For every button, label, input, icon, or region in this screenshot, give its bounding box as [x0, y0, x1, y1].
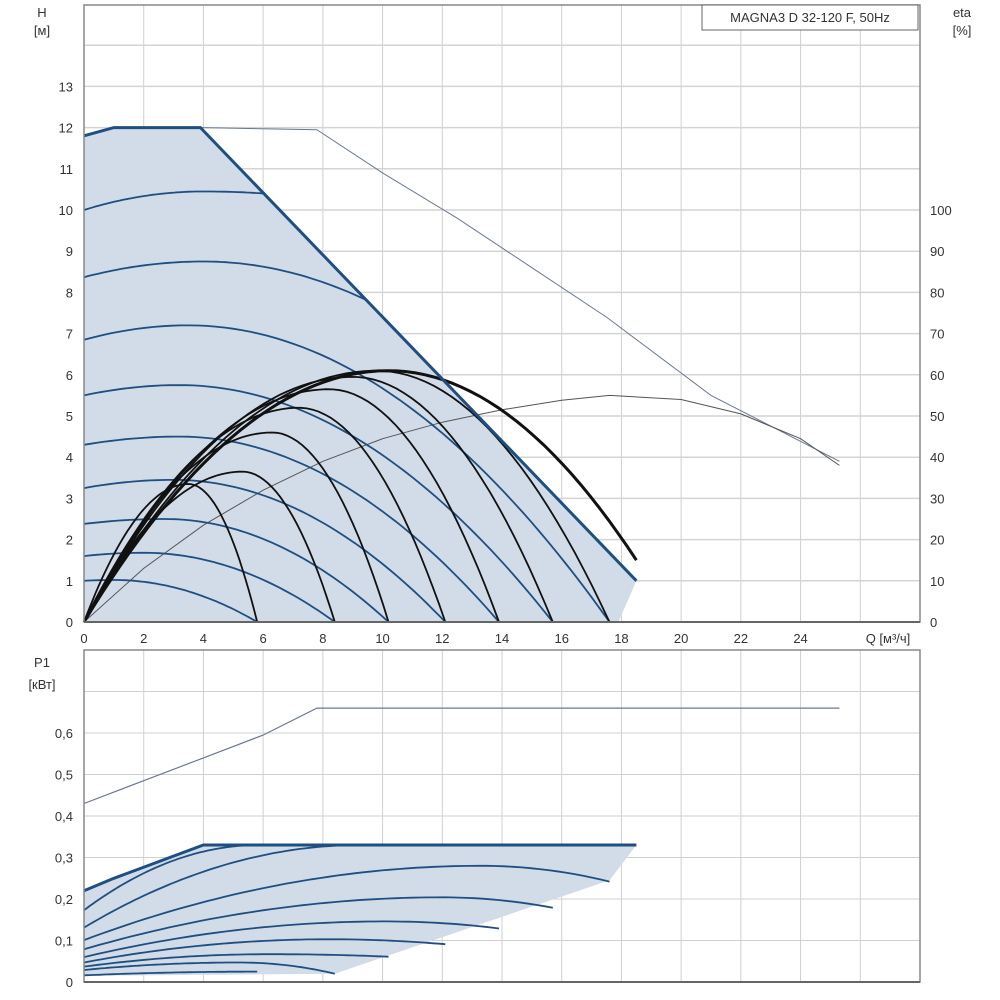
x-tick-label: 6 [260, 631, 267, 646]
y-tick-label: 6 [66, 368, 73, 383]
power-curve [83, 938, 446, 964]
head-curve [83, 190, 265, 211]
y2-tick-label: 90 [930, 244, 944, 259]
power-y-tick-label: 0,6 [55, 726, 73, 741]
y-tick-label: 13 [59, 79, 73, 94]
head-curve [83, 260, 368, 302]
head-chart-ticks: 0 2 4 6 8 10 12 14 16 18 20 22 240123456789101112130… [59, 79, 952, 646]
max-head-extended-curve [200, 127, 840, 462]
y2-axis-label: eta [953, 5, 972, 20]
x-tick-label: 0 [80, 631, 87, 646]
y-tick-label: 4 [66, 450, 73, 465]
y-tick-label: 3 [66, 491, 73, 506]
power-y-tick-label: 0,3 [55, 851, 73, 866]
x-tick-label: 16 [554, 631, 568, 646]
x-tick-label: 14 [495, 631, 509, 646]
power-curve [83, 961, 336, 975]
x-tick-label: 22 [734, 631, 748, 646]
head-curve [83, 478, 446, 623]
head-chart-marks [82, 126, 840, 623]
eta-curve [82, 369, 638, 623]
y2-tick-label: 50 [930, 409, 944, 424]
eta-curve [83, 369, 611, 623]
power-curve [83, 844, 361, 929]
y-axis-unit: [м] [34, 23, 50, 38]
x-tick-label: 10 [375, 631, 389, 646]
power-y-tick-label: 0 [66, 975, 73, 990]
head-curve [83, 579, 258, 623]
power-y-tick-label: 0,5 [55, 768, 73, 783]
y2-tick-label: 40 [930, 450, 944, 465]
max-head-curve [83, 126, 638, 582]
power-curve [83, 920, 500, 958]
y-tick-label: 11 [60, 162, 74, 177]
y-tick-label: 2 [66, 533, 73, 548]
y-tick-label: 9 [66, 244, 73, 259]
y2-tick-label: 0 [930, 615, 937, 630]
power-curve [83, 970, 258, 977]
power-curve [83, 953, 389, 968]
x-tick-label: 4 [200, 631, 207, 646]
y-axis-label: H [37, 5, 46, 20]
y-tick-label: 7 [66, 327, 73, 342]
y2-tick-label: 80 [930, 285, 944, 300]
x-tick-label: 8 [319, 631, 326, 646]
power-chart-ticks: 0 0,1 0,2 0,3 0,4 0,5 0,6 [55, 726, 73, 990]
y-tick-label: 12 [59, 121, 73, 136]
y2-tick-label: 70 [930, 327, 944, 342]
y2-tick-label: 60 [930, 368, 944, 383]
max-power-curve [83, 707, 840, 805]
y-tick-label: 5 [66, 409, 73, 424]
y-tick-label: 8 [66, 285, 73, 300]
x-tick-label: 12 [435, 631, 449, 646]
power-y-tick-label: 0,4 [55, 809, 73, 824]
power-curve [83, 844, 259, 911]
power-curve [83, 864, 610, 941]
chart-title: MAGNA3 D 32-120 F, 50Hz [730, 10, 890, 25]
x-tick-label: 24 [793, 631, 807, 646]
y2-axis-unit: [%] [953, 23, 972, 38]
head-curve [83, 435, 500, 623]
power-y-tick-label: 0,1 [55, 934, 73, 949]
y-tick-label: 10 [59, 203, 73, 218]
max-power-limit-curve [83, 843, 637, 893]
y2-tick-label: 100 [930, 203, 952, 218]
x-axis-label: Q [м³/ч] [866, 631, 911, 646]
head-curve [83, 324, 611, 623]
power-chart-marks [83, 707, 840, 977]
x-tick-label: 18 [614, 631, 628, 646]
power-y-axis-label: P1 [34, 655, 50, 670]
power-curve [83, 896, 553, 951]
y2-tick-label: 30 [930, 491, 944, 506]
eta-max-curve [83, 394, 840, 623]
x-tick-label: 2 [140, 631, 147, 646]
power-y-tick-label: 0,2 [55, 892, 73, 907]
x-tick-label: 20 [674, 631, 688, 646]
legend-box [701, 4, 919, 31]
y2-tick-label: 10 [930, 574, 944, 589]
y-tick-label: 1 [66, 574, 73, 589]
head-curve [83, 384, 554, 623]
y2-tick-label: 20 [930, 533, 944, 548]
y-tick-label: 0 [66, 615, 73, 630]
power-y-axis-unit: [кВт] [28, 677, 55, 692]
